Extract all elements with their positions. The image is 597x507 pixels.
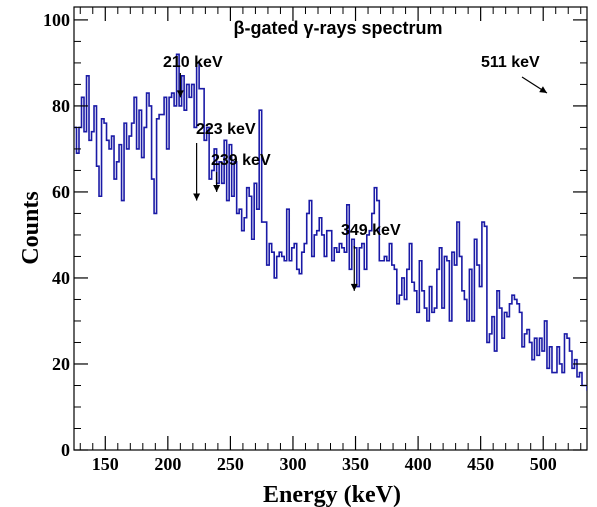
y-axis-title: Counts <box>18 191 44 264</box>
x-tick-label: 350 <box>342 454 369 474</box>
y-tick-label: 60 <box>52 182 70 202</box>
peak-arrow-head <box>350 283 358 291</box>
y-tick-label: 40 <box>52 268 70 288</box>
histogram-series-line <box>74 53 587 391</box>
x-tick-label: 450 <box>467 454 494 474</box>
y-tick-label: 0 <box>61 440 70 460</box>
peak-annotations: 210 keV 223 keV 239 keV 349 keV 511 keV <box>163 54 548 291</box>
peak-label: 210 keV <box>163 54 223 71</box>
peak-arrow-head <box>539 86 547 94</box>
y-tick-label: 100 <box>43 10 70 30</box>
x-axis-title: Energy (keV) <box>263 482 401 507</box>
peak-arrow-head <box>193 193 201 201</box>
peak-label: 239 keV <box>211 152 271 169</box>
chart-title: β-gated γ-rays spectrum <box>233 18 442 38</box>
peak-arrow-head <box>176 90 184 98</box>
y-tick-label: 20 <box>52 354 70 374</box>
peak-label: 223 keV <box>196 121 256 138</box>
x-tick-label: 250 <box>217 454 244 474</box>
x-tick-label: 400 <box>405 454 432 474</box>
y-tick-label: 80 <box>52 96 70 116</box>
plot-frame <box>73 6 588 451</box>
x-axis-ticks: 150 200 250 300 350 400 450 500 <box>79 7 582 474</box>
plot-series <box>74 53 587 391</box>
peak-label: 511 keV <box>481 54 540 71</box>
plot-border <box>73 6 588 451</box>
peak-arrow-head <box>213 184 221 192</box>
x-tick-label: 150 <box>92 454 119 474</box>
x-tick-label: 300 <box>279 454 306 474</box>
peak-label: 349 keV <box>341 222 401 239</box>
x-tick-label: 200 <box>154 454 181 474</box>
x-tick-label: 500 <box>530 454 557 474</box>
y-axis-ticks: 0 20 40 60 80 100 <box>43 10 587 460</box>
